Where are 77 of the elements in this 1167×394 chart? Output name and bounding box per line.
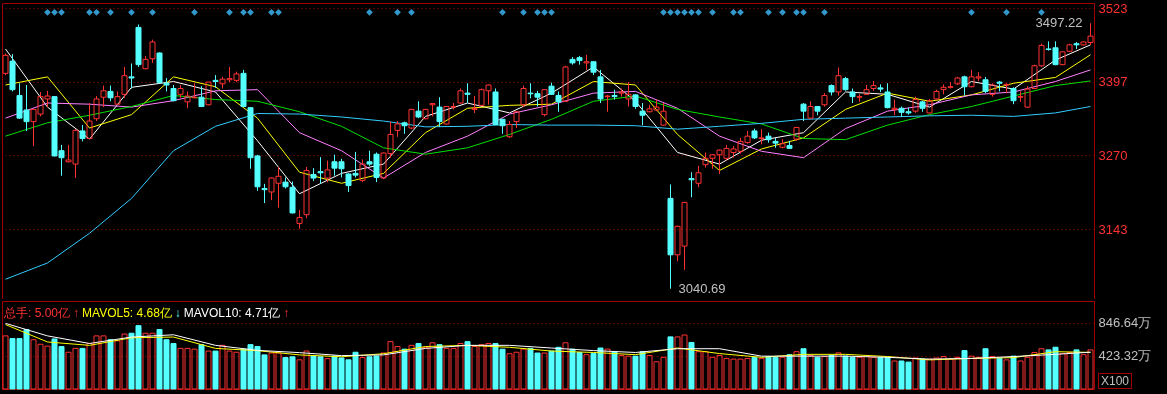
bar — [821, 356, 828, 390]
candlestick — [128, 62, 135, 89]
bar — [408, 344, 415, 390]
bar — [359, 357, 366, 390]
candlestick — [303, 166, 310, 219]
candlestick — [177, 84, 184, 99]
bar — [835, 352, 842, 390]
bar — [1003, 359, 1010, 390]
bar — [2, 335, 9, 390]
annotation: 3040.69 — [678, 280, 726, 296]
bar — [212, 350, 219, 390]
annotation: 3497.22 — [1035, 15, 1083, 31]
y-tick-label: 846.64万 — [1098, 315, 1152, 331]
candlestick — [800, 103, 807, 122]
bar — [562, 342, 569, 390]
bar — [919, 358, 926, 390]
bar — [793, 351, 800, 390]
y-tick-label: 3397 — [1098, 74, 1128, 90]
candlestick — [618, 87, 625, 98]
y-tick-label: 423.32万 — [1098, 348, 1152, 364]
bar — [401, 348, 408, 390]
bar — [786, 354, 793, 390]
annotation: ↑ — [73, 306, 80, 320]
bar — [1073, 349, 1080, 390]
bar — [583, 354, 590, 390]
bar — [198, 344, 205, 390]
bar — [79, 347, 86, 390]
candlestick — [667, 183, 674, 290]
bar — [814, 356, 821, 390]
bar — [828, 354, 835, 390]
bar — [989, 356, 996, 390]
line-series — [5, 80, 1091, 155]
candlestick — [765, 132, 772, 144]
bar — [324, 358, 331, 390]
bar — [779, 356, 786, 390]
candlestick — [849, 87, 856, 104]
bar — [464, 341, 471, 390]
bar — [800, 348, 807, 390]
candlestick — [436, 96, 443, 128]
bar — [541, 352, 548, 390]
bar — [751, 356, 758, 390]
bar — [982, 348, 989, 390]
candlestick — [821, 92, 828, 108]
annotation: ↓ — [174, 306, 181, 320]
text: X100 — [1098, 373, 1133, 389]
candlestick — [471, 95, 478, 114]
candlestick — [555, 90, 562, 113]
bar — [912, 357, 919, 390]
bar — [1010, 355, 1017, 390]
candlestick — [212, 74, 219, 89]
bar — [436, 344, 443, 390]
y-tick-label: 3523 — [1098, 0, 1128, 16]
candlestick — [317, 156, 324, 185]
candlestick — [688, 171, 695, 198]
bar — [758, 357, 765, 390]
bar — [604, 348, 611, 390]
line-series — [5, 106, 1091, 280]
bar — [688, 341, 695, 390]
annotation: ↑ — [283, 306, 290, 320]
bar — [996, 357, 1003, 390]
bar — [611, 351, 618, 390]
annotation: MAVOL5: 4.68亿 — [82, 306, 172, 320]
bar — [107, 339, 114, 390]
candlestick — [1010, 87, 1017, 105]
bar — [807, 354, 814, 390]
annotation: MAVOL10: 4.71亿 — [183, 306, 281, 320]
candlestick — [506, 120, 513, 138]
bar — [415, 342, 422, 390]
candlestick — [639, 102, 646, 126]
y-tick-label: 3143 — [1098, 221, 1128, 237]
bar — [891, 360, 898, 390]
bar — [961, 350, 968, 390]
bar — [205, 350, 212, 390]
y-tick-label: 3270 — [1098, 147, 1128, 163]
bar — [667, 336, 674, 390]
line-series — [5, 69, 1091, 179]
annotation: 总手: 5.00亿 — [4, 306, 71, 320]
